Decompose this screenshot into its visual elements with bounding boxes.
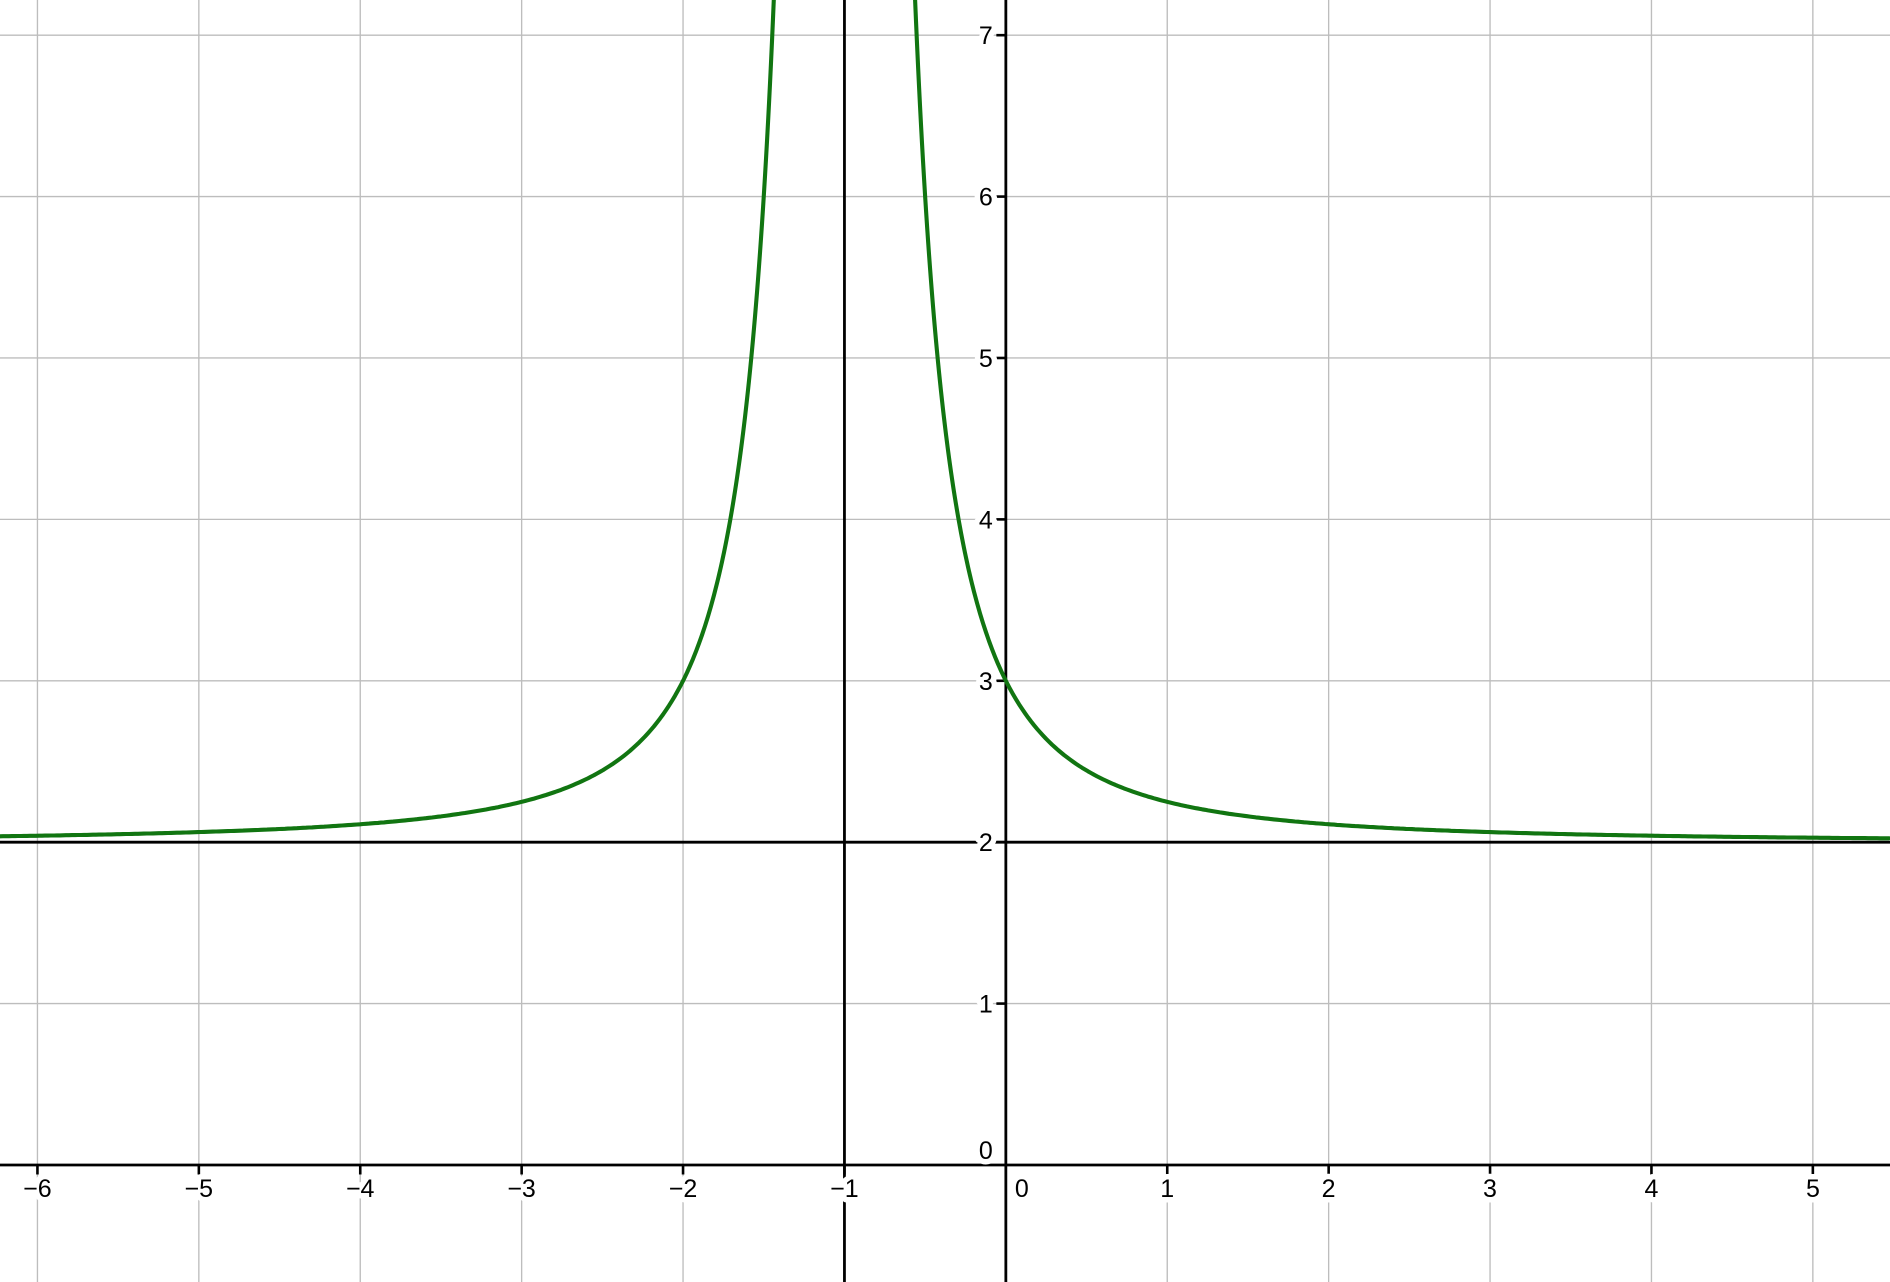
y-axis-tick-label: 7 xyxy=(979,22,993,50)
x-axis-tick-label: 0 xyxy=(1015,1175,1029,1203)
y-axis-tick-label: 4 xyxy=(979,506,993,534)
y-axis-tick-label: 5 xyxy=(979,345,993,373)
function-curve-right-branch[interactable] xyxy=(912,0,1890,841)
x-axis-tick-label: 1 xyxy=(1160,1175,1174,1203)
axis-ticks xyxy=(36,33,1815,1175)
x-axis-tick-label: −6 xyxy=(23,1175,52,1203)
x-axis-tick-label: 3 xyxy=(1483,1175,1497,1203)
x-axis-tick-label: 5 xyxy=(1806,1175,1820,1203)
x-axis-tick-label: −4 xyxy=(346,1175,375,1203)
x-axis-tick-label: −5 xyxy=(185,1175,214,1203)
y-axis-tick-label: 6 xyxy=(979,184,993,212)
x-axis-tick-label: −1 xyxy=(830,1175,859,1203)
y-axis-tick-label: 2 xyxy=(979,829,993,857)
x-axis-tick-label: −3 xyxy=(507,1175,536,1203)
function-plot xyxy=(0,0,1890,841)
function-curve-left-branch[interactable] xyxy=(0,0,776,839)
y-axis-tick-label: 3 xyxy=(979,668,993,696)
x-axis-tick-label: 4 xyxy=(1645,1175,1659,1203)
y-axis-tick-label: 1 xyxy=(979,991,993,1019)
y-axis-tick-label: 0 xyxy=(979,1137,993,1165)
x-axis-tick-label: 2 xyxy=(1322,1175,1336,1203)
x-axis-tick-label: −2 xyxy=(669,1175,698,1203)
